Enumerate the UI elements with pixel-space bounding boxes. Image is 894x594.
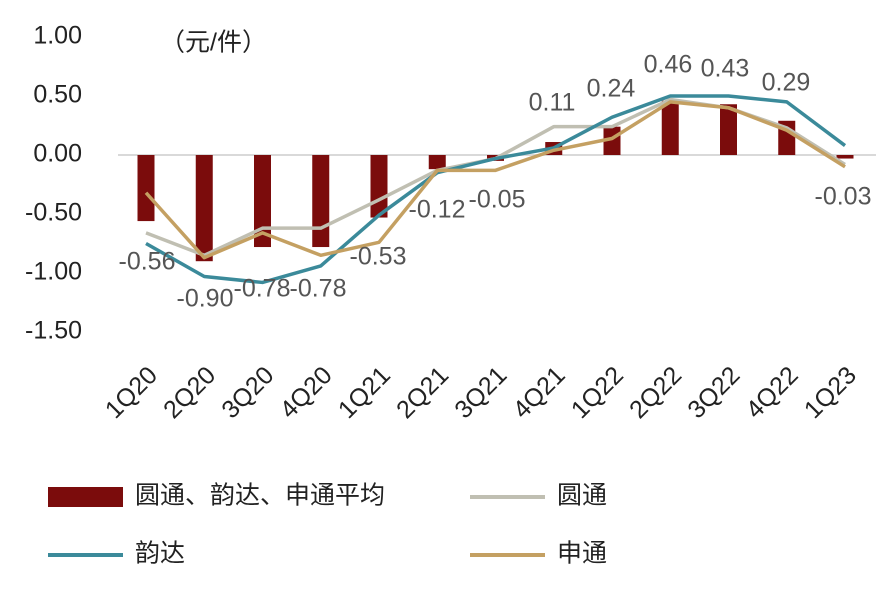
y-tick-label: -1.50 — [25, 317, 82, 345]
bar — [137, 155, 155, 222]
data-label: 0.24 — [587, 75, 636, 103]
x-tick-label: 2Q21 — [391, 361, 454, 424]
line — [144, 100, 846, 260]
x-tick-label: 3Q22 — [682, 361, 745, 424]
y-tick-label: 0.00 — [33, 140, 82, 168]
data-label: 0.46 — [644, 51, 693, 79]
x-tick-label: 3Q20 — [216, 361, 279, 424]
data-label: 0.11 — [529, 89, 576, 117]
data-label: -0.56 — [119, 248, 176, 276]
y-tick-label: -0.50 — [25, 199, 82, 227]
bar — [254, 155, 271, 248]
data-label: -0.05 — [469, 186, 526, 214]
x-tick-label: 2Q22 — [624, 361, 687, 424]
legend-label: 圆通 — [557, 482, 607, 510]
data-label: -0.90 — [177, 285, 234, 313]
x-tick-label: 4Q20 — [275, 361, 338, 424]
x-tick-label: 4Q21 — [508, 361, 571, 424]
legend-label: 申通 — [557, 540, 607, 568]
data-label: -0.12 — [409, 196, 466, 224]
legend-label: 韵达 — [135, 540, 185, 568]
legend-label: 圆通、韵达、申通平均 — [135, 482, 385, 510]
y-tick-label: 1.00 — [33, 22, 82, 50]
data-label: -0.78 — [290, 275, 347, 303]
x-tick-label: 1Q20 — [100, 361, 163, 424]
bar — [370, 155, 388, 218]
legend-swatch — [48, 487, 123, 507]
data-label: 0.43 — [701, 55, 750, 83]
data-label: -0.78 — [234, 275, 291, 303]
data-label: 0.29 — [762, 69, 811, 97]
bar — [661, 100, 679, 155]
unit-label: （元/件） — [160, 29, 267, 57]
x-tick-label: 1Q22 — [566, 361, 629, 424]
bar — [428, 155, 446, 170]
line — [145, 94, 847, 285]
data-label: -0.03 — [815, 183, 872, 211]
x-tick-label: 3Q21 — [449, 361, 512, 424]
y-tick-label: -1.00 — [25, 258, 82, 286]
bar — [720, 104, 737, 155]
bar — [312, 155, 330, 248]
line — [145, 97, 846, 258]
y-tick-label: 0.50 — [33, 81, 82, 109]
x-tick-label: 1Q23 — [799, 361, 862, 424]
bar — [195, 155, 213, 262]
x-tick-label: 4Q22 — [741, 361, 804, 424]
x-tick-label: 2Q20 — [158, 361, 221, 424]
data-label: -0.53 — [350, 243, 407, 271]
x-tick-label: 1Q21 — [333, 361, 396, 424]
bar — [836, 155, 854, 159]
